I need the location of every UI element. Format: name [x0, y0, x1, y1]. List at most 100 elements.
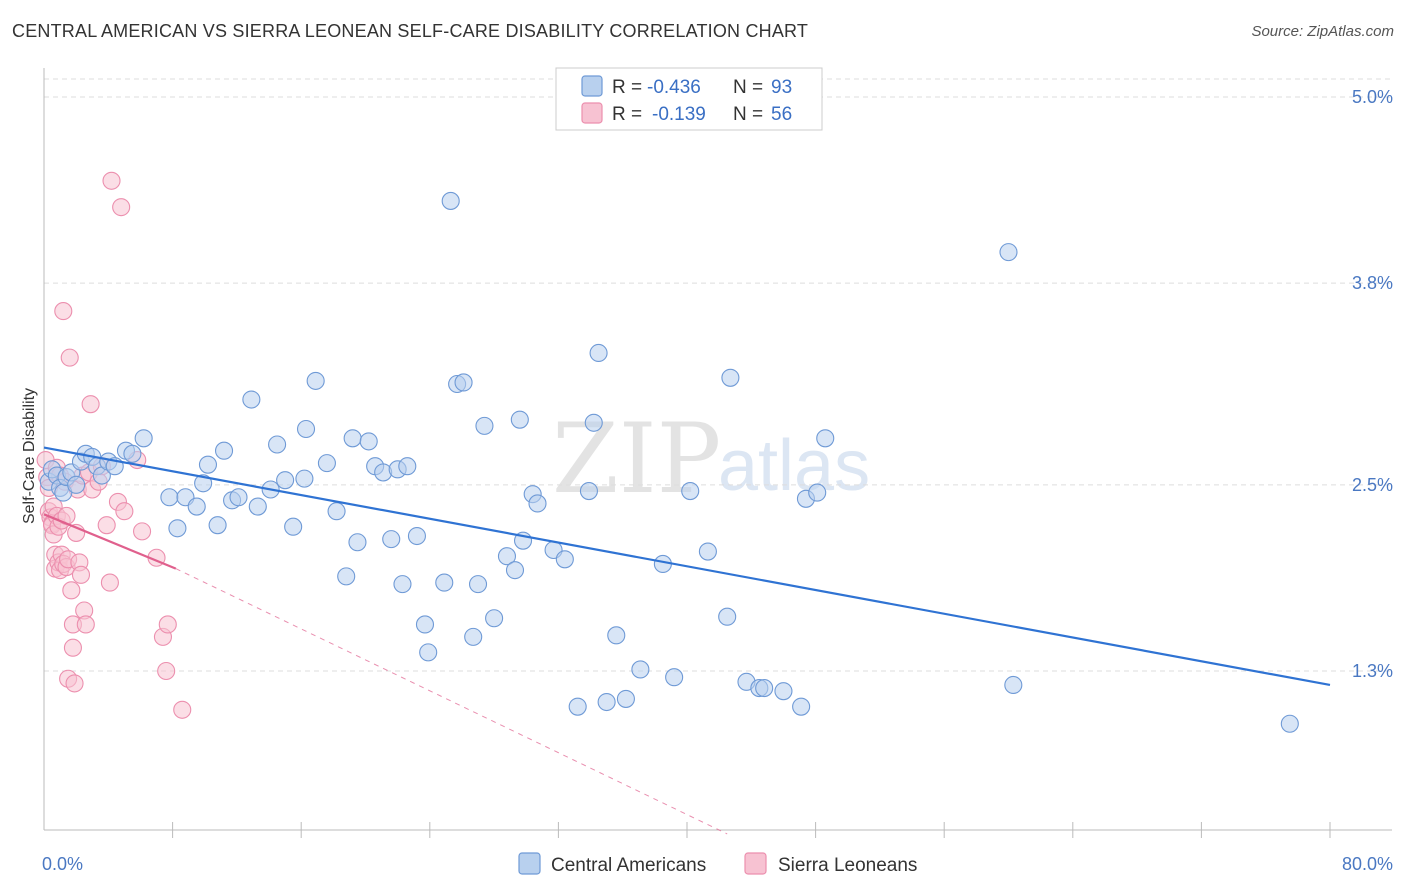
chart-title: CENTRAL AMERICAN VS SIERRA LEONEAN SELF-…	[12, 21, 809, 41]
legend-n-value-pink: 56	[771, 104, 792, 125]
data-point-central-american	[208, 516, 227, 535]
data-point-central-american	[607, 626, 626, 645]
data-point-central-american	[755, 679, 774, 698]
trend-line-sierra-leoneans	[43, 513, 177, 570]
data-point-central-american	[1004, 675, 1023, 695]
data-point-sierra-leonean	[63, 638, 82, 657]
data-point-central-american	[393, 575, 412, 594]
x-tick-label: 80.0%	[1342, 854, 1393, 874]
data-point-central-american	[584, 413, 603, 432]
legend-swatch-pink	[581, 102, 603, 124]
data-point-central-american	[187, 497, 206, 516]
data-point-central-american	[134, 429, 153, 448]
legend: R = -0.436 N = 93 R = -0.139 N = 56	[555, 67, 823, 131]
data-point-sierra-leonean	[60, 348, 79, 367]
data-point-central-american	[589, 343, 608, 363]
data-point-central-american	[441, 191, 460, 210]
data-point-central-american	[792, 697, 811, 716]
data-point-sierra-leonean	[62, 581, 81, 600]
data-point-central-american	[337, 567, 356, 586]
watermark-zip: ZIP	[552, 403, 721, 515]
data-point-central-american	[568, 697, 587, 716]
data-point-central-american	[419, 643, 438, 662]
data-point-central-american	[665, 668, 684, 687]
data-point-central-american	[359, 432, 378, 451]
data-point-central-american	[698, 542, 717, 561]
y-tick-label: 3.8%	[1352, 273, 1393, 293]
data-point-sierra-leonean	[173, 700, 192, 719]
data-point-sierra-leonean	[133, 522, 152, 541]
legend-n-label-blue: N =	[733, 77, 763, 98]
bottom-legend-label-sierra-leoneans: Sierra Leoneans	[778, 855, 917, 876]
series-central-americans	[39, 191, 1299, 733]
chart-source: Source: ZipAtlas.com	[1251, 23, 1394, 40]
data-point-central-american	[242, 390, 261, 409]
data-point-sierra-leonean	[71, 565, 91, 584]
data-point-central-american	[505, 561, 525, 580]
data-point-central-american	[718, 607, 737, 626]
data-point-central-american	[1280, 714, 1299, 733]
data-point-central-american	[214, 441, 234, 460]
data-point-central-american	[248, 497, 267, 516]
tick-labels: 5.0% 3.8% 2.5% 1.3% 0.0% 80.0%	[42, 87, 1393, 874]
y-tick-label: 2.5%	[1352, 475, 1393, 495]
data-point-central-american	[681, 481, 700, 501]
data-point-central-american	[464, 627, 483, 646]
data-point-central-american	[510, 410, 529, 429]
data-point-central-american	[284, 517, 303, 536]
trend-lines	[43, 446, 1331, 835]
legend-n-value-blue: 93	[771, 77, 792, 98]
trend-extension-sierra-leoneans	[175, 568, 728, 835]
data-point-central-american	[415, 615, 435, 634]
data-point-central-american	[306, 371, 325, 390]
data-point-central-american	[631, 660, 650, 679]
grid-lines	[44, 78, 1392, 672]
data-point-sierra-leonean	[54, 302, 73, 321]
data-point-sierra-leonean	[157, 661, 176, 681]
legend-r-label-blue: R =	[612, 77, 642, 98]
y-axis-title: Self-Care Disability	[21, 388, 38, 524]
data-point-central-american	[348, 533, 367, 552]
legend-r-label-pink: R =	[612, 104, 642, 125]
data-point-central-american	[295, 469, 314, 488]
data-point-central-american	[160, 488, 179, 507]
legend-r-value-pink: -0.139	[652, 104, 706, 125]
data-point-sierra-leonean	[102, 171, 121, 190]
data-point-sierra-leonean	[97, 516, 116, 535]
data-point-sierra-leonean	[115, 502, 134, 521]
data-point-central-american	[343, 429, 362, 448]
data-point-central-american	[382, 530, 401, 549]
data-point-central-american	[579, 481, 598, 501]
data-point-central-american	[555, 550, 574, 569]
data-point-central-american	[808, 483, 827, 502]
data-point-central-american	[475, 416, 494, 435]
legend-r-value-blue: -0.436	[647, 77, 701, 98]
data-point-central-american	[123, 444, 142, 463]
bottom-legend: Central Americans Sierra Leoneans	[518, 852, 917, 876]
bottom-legend-swatch-pink	[744, 852, 767, 875]
data-point-central-american	[999, 243, 1018, 262]
bottom-legend-swatch-blue	[518, 852, 541, 875]
legend-swatch-blue	[581, 75, 603, 97]
data-point-central-american	[485, 609, 504, 628]
x-tick-label: 0.0%	[42, 854, 83, 874]
data-point-sierra-leonean	[81, 395, 100, 414]
y-tick-label: 5.0%	[1352, 87, 1393, 107]
data-point-central-american	[616, 689, 635, 708]
data-point-central-american	[497, 547, 517, 566]
data-point-central-american	[398, 457, 417, 476]
data-point-central-american	[276, 471, 295, 490]
data-point-central-american	[435, 573, 454, 592]
data-point-central-american	[317, 454, 336, 473]
data-point-central-american	[816, 429, 835, 448]
watermark-atlas: atlas	[718, 426, 870, 506]
data-point-central-american	[268, 435, 287, 454]
data-point-central-american	[721, 368, 740, 387]
data-point-central-american	[67, 475, 86, 494]
data-point-central-american	[528, 494, 547, 513]
data-point-sierra-leonean	[158, 615, 177, 634]
data-point-central-american	[468, 575, 488, 594]
data-point-sierra-leonean	[100, 573, 119, 592]
